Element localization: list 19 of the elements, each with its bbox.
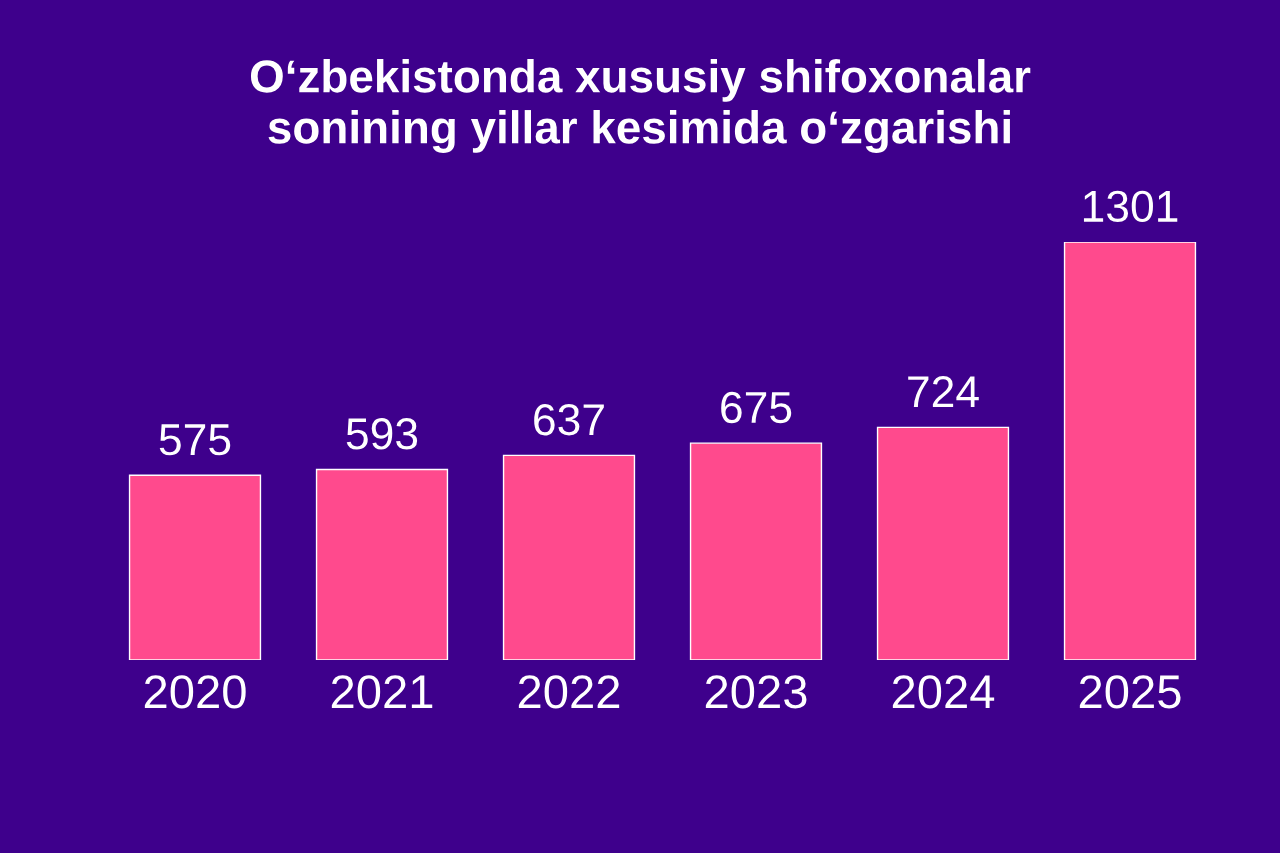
bar	[689, 442, 823, 660]
x-tick-label: 2021	[331, 675, 433, 709]
x-tick-label: 2020	[144, 675, 246, 709]
data-label: 1301	[1083, 190, 1178, 223]
bar	[502, 454, 636, 660]
x-tick-label: 2025	[1079, 675, 1181, 709]
bar	[876, 426, 1010, 660]
bar	[315, 468, 449, 660]
data-label: 675	[721, 391, 792, 424]
chart-title: O‘zbekistonda xususiy shifoxonalar sonining yillar kesimida o‘zgarishi	[250, 59, 1031, 153]
data-label: 575	[159, 424, 231, 456]
x-tick-label: 2023	[705, 675, 807, 709]
x-tick-label: 2024	[892, 675, 995, 709]
bar	[1063, 242, 1197, 660]
data-label: 637	[534, 403, 604, 436]
x-tick-label: 2022	[518, 675, 620, 709]
bar	[128, 474, 262, 660]
data-label: 593	[346, 418, 418, 450]
data-label: 724	[908, 376, 979, 408]
